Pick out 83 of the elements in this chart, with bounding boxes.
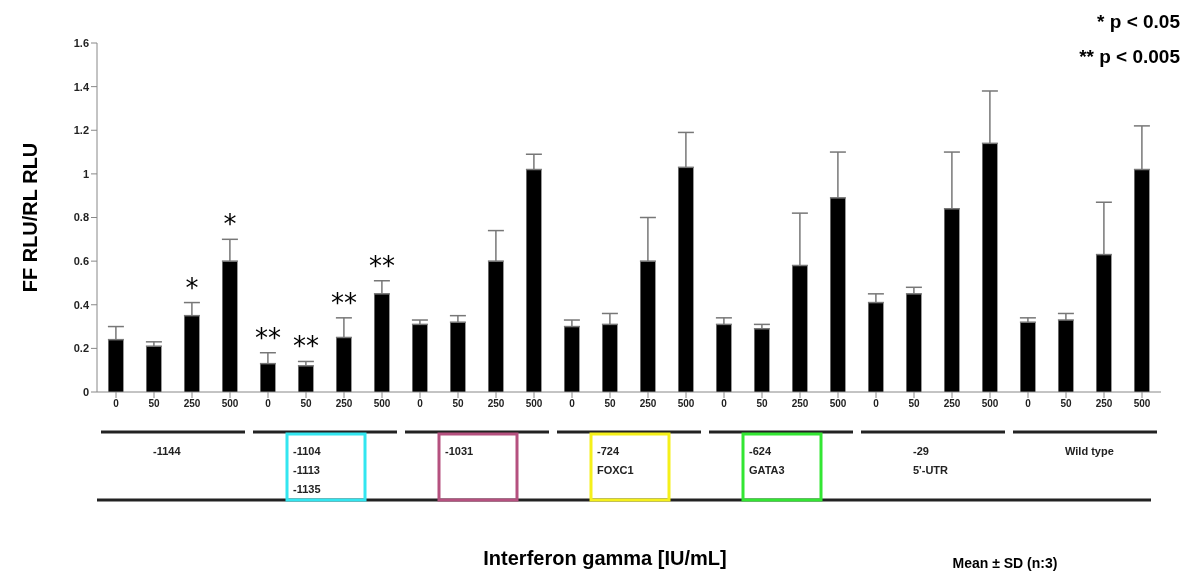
x-tick-label: 50	[1060, 398, 1072, 410]
y-axis-title: FF RLU/RL RLU	[19, 142, 42, 293]
x-tick-label: 50	[756, 398, 768, 410]
x-tick-label: 500	[677, 398, 695, 410]
data-label: **	[368, 250, 395, 281]
data-label: *	[185, 272, 199, 303]
text: Wild type	[1065, 445, 1114, 457]
bar	[1096, 254, 1112, 392]
x-tick-label: 500	[373, 398, 391, 410]
bar	[336, 337, 352, 392]
text: Interferon gamma [IU/mL]	[483, 547, 727, 569]
y-tick-label: 1	[82, 167, 89, 180]
x-tick-label: 250	[1095, 398, 1113, 410]
y-tick-label: 1.4	[73, 80, 90, 93]
x-tick-label: 50	[452, 398, 464, 410]
text: Mean ± SD (n:3)	[952, 555, 1058, 571]
x-tick-label: 250	[183, 398, 201, 410]
text: -1031	[445, 445, 474, 457]
text: -1104 -1113 -1135	[293, 445, 322, 495]
text: -29 5'-UTR	[913, 445, 949, 476]
x-tick-label: 0	[417, 398, 424, 410]
bar	[412, 324, 428, 392]
x-tick-label: 0	[1025, 398, 1032, 410]
bar	[906, 293, 922, 392]
bar	[184, 315, 200, 392]
x-tick-label: 500	[981, 398, 999, 410]
x-tick-label: 500	[221, 398, 239, 410]
x-tick-label: 50	[908, 398, 920, 410]
bar	[1134, 169, 1150, 392]
bar	[1020, 322, 1036, 392]
text: -624 GATA3	[749, 445, 785, 476]
x-tick-label: 250	[943, 398, 961, 410]
bar	[678, 167, 694, 392]
data-label: **	[254, 322, 281, 353]
bar	[146, 346, 162, 392]
data-label: *	[223, 209, 237, 240]
y-tick-label: 1.2	[73, 124, 89, 137]
text: -1144	[153, 445, 182, 457]
data-label: **	[330, 287, 357, 318]
bar	[260, 363, 276, 392]
bar	[222, 261, 238, 392]
bar	[944, 208, 960, 392]
bar	[488, 261, 504, 392]
y-tick-label: 0.2	[73, 342, 89, 355]
bar	[640, 261, 656, 392]
annotation: ** p < 0.005	[1079, 46, 1181, 67]
text: * p < 0.05	[1097, 11, 1181, 32]
x-tick-label: 50	[300, 398, 312, 410]
x-tick-label: 0	[721, 398, 728, 410]
x-tick-label: 0	[569, 398, 576, 410]
data-label: **	[292, 331, 319, 362]
y-tick-label: 0.8	[73, 211, 89, 224]
x-tick-label: 500	[829, 398, 847, 410]
x-tick-label: 250	[791, 398, 809, 410]
bar	[450, 322, 466, 392]
x-tick-label: 0	[113, 398, 120, 410]
bar	[298, 365, 314, 392]
x-tick-label: 50	[604, 398, 616, 410]
x-tick-label: 50	[148, 398, 160, 410]
bar	[792, 265, 808, 392]
bar	[526, 169, 542, 392]
x-tick-label: 0	[265, 398, 272, 410]
bar	[374, 293, 390, 392]
x-tick-label: 250	[335, 398, 353, 410]
bar	[716, 324, 732, 392]
y-tick-label: 1.6	[73, 36, 89, 49]
y-tick-label: 0	[82, 385, 89, 398]
bar	[1058, 320, 1074, 392]
text: -724 FOXC1	[597, 445, 634, 476]
x-tick-label: 500	[1133, 398, 1151, 410]
y-tick-label: 0.6	[73, 255, 89, 268]
x-tick-label: 250	[487, 398, 505, 410]
bar	[982, 143, 998, 392]
bar	[868, 302, 884, 392]
bar	[108, 339, 124, 392]
x-tick-label: 250	[639, 398, 657, 410]
y-tick-label: 0.4	[73, 298, 90, 311]
bar	[564, 326, 580, 392]
bar	[602, 324, 618, 392]
bar	[830, 197, 846, 392]
x-tick-label: 500	[525, 398, 543, 410]
x-tick-label: 0	[873, 398, 880, 410]
bar	[754, 328, 770, 392]
